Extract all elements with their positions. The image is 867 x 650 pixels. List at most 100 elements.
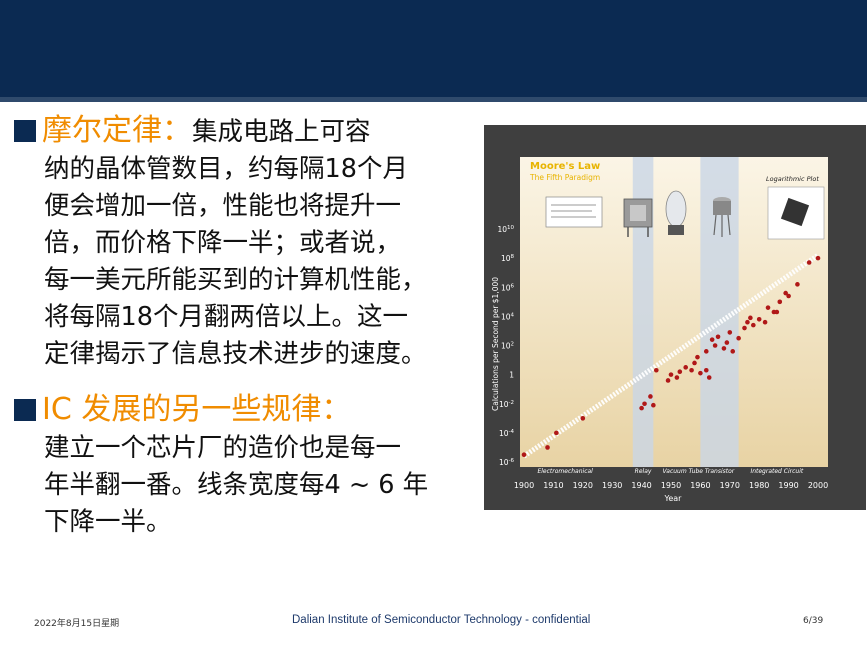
y-tick-label: 10-6 [499, 458, 515, 467]
bullet-2-title: IC 发展的另一些规律： [42, 392, 352, 427]
data-point [648, 394, 653, 399]
bullet-1: 摩尔定律：集成电路上可容 [14, 112, 469, 151]
chart-subtitle: The Fifth Paradigm [529, 173, 600, 182]
page-number: 6/39 [803, 616, 824, 626]
data-point [712, 343, 718, 348]
y-tick-label: 106 [501, 283, 515, 292]
x-tick-label: 1900 [514, 481, 534, 490]
data-point [774, 309, 780, 315]
data-point [715, 334, 721, 340]
data-point [745, 319, 750, 325]
data-point [786, 293, 791, 299]
y-tick-label: 108 [501, 254, 515, 263]
y-tick-label: 10-2 [499, 400, 514, 409]
x-tick-label: 1970 [720, 481, 740, 490]
x-axis-label: Year [664, 494, 683, 503]
vacuum-tube-icon [665, 190, 687, 235]
square-bullet-icon [14, 399, 36, 421]
data-point [706, 375, 712, 380]
data-point [695, 354, 700, 360]
data-point [683, 365, 688, 370]
paradigm-label: Relay [635, 468, 652, 475]
data-point [709, 337, 715, 342]
paradigm-label: Integrated Circuit [750, 468, 803, 475]
bullet-2: IC 发展的另一些规律： [14, 391, 469, 430]
x-tick-label: 1980 [749, 481, 769, 490]
paradigm-labels: Electromechanical Relay Vacuum Tube Transis… [537, 468, 803, 475]
data-point [703, 367, 709, 373]
log-plot-annotation: Logarithmic Plot [766, 175, 819, 183]
data-point [554, 430, 559, 436]
bullet-1-title: 摩尔定律： [42, 113, 192, 148]
data-point [795, 282, 800, 287]
data-point [751, 322, 756, 328]
footer-date: 2022年8月15日星期 [34, 619, 120, 629]
data-point [642, 401, 647, 407]
transistor-icon [713, 197, 731, 237]
data-point [654, 367, 659, 373]
data-point [777, 299, 783, 305]
data-point [762, 319, 768, 325]
data-point [580, 416, 586, 421]
x-axis-ticks: 1900 1910 1920 1930 1940 1950 1960 1970 1980 1990… [514, 481, 828, 490]
x-tick-label: 1930 [602, 481, 622, 490]
bullet-1-line-4: 每一美元所能买到的计算机性能， [44, 265, 427, 295]
x-tick-label: 1960 [690, 481, 710, 490]
integrated-circuit-icon [767, 186, 825, 240]
data-point [721, 346, 727, 351]
bullet-2-line-2: 下降一半。 [44, 507, 172, 537]
data-point [639, 405, 644, 411]
data-points [521, 255, 821, 458]
y-tick-label: 104 [501, 312, 515, 321]
x-tick-label: 1950 [661, 481, 681, 490]
data-point [727, 330, 733, 335]
bullet-1-line-5: 将每隔18个月翻两倍以上。这一 [44, 302, 408, 332]
y-tick-label: 1 [509, 371, 514, 380]
chart-title: Moore's Law [530, 161, 600, 172]
data-point [677, 369, 683, 375]
paradigm-label: Electromechanical [537, 468, 593, 475]
x-tick-label: 1910 [543, 481, 563, 490]
data-point [665, 378, 671, 383]
data-point [730, 349, 736, 354]
data-point [698, 370, 703, 376]
data-point [545, 445, 550, 450]
data-point [724, 340, 730, 345]
paradigm-label: Transistor [705, 468, 735, 475]
bullet-1-line-1: 纳的晶体管数目，约每隔18个月 [44, 154, 408, 184]
moores-law-chart: Moore's Law The Fifth Paradigm Logarithm… [484, 125, 866, 510]
x-tick-label: 1940 [631, 481, 651, 490]
chart-svg: Moore's Law The Fifth Paradigm Logarithm… [491, 157, 828, 503]
y-tick-label: 10-4 [499, 429, 515, 438]
x-tick-label: 1920 [573, 481, 593, 490]
square-bullet-icon [14, 120, 36, 142]
y-axis-ticks: 10-6 10-4 10-2 1 102 104 106 108 1010 [497, 225, 514, 467]
y-tick-label: 102 [501, 342, 514, 351]
data-point [692, 360, 697, 366]
x-tick-label: 1990 [778, 481, 798, 490]
data-point [806, 260, 812, 265]
data-point [736, 335, 741, 341]
y-tick-label: 1010 [497, 225, 514, 234]
punch-card-icon [545, 196, 603, 228]
data-point [674, 375, 680, 380]
footer-organization: Dalian Institute of Semiconductor Techno… [292, 614, 591, 626]
bullet-1-line-3: 倍，而价格下降一半；或者说， [44, 228, 402, 258]
y-axis-label: Calculations per Second per $1,000 [491, 277, 500, 411]
data-point [521, 452, 527, 458]
data-point [748, 315, 753, 321]
data-point [689, 367, 694, 373]
data-point [756, 316, 762, 322]
relay-icon [623, 198, 653, 237]
data-point [742, 325, 747, 331]
data-point [815, 255, 821, 261]
data-point [765, 305, 771, 310]
bullet-1-line-2: 便会增加一倍，性能也将提升一 [44, 191, 402, 221]
paradigm-label: Vacuum Tube [663, 468, 704, 475]
data-point [783, 290, 788, 296]
bullet-1-line-0: 集成电路上可容 [192, 117, 371, 147]
title-underline [0, 97, 867, 102]
bullet-2-line-0: 建立一个芯片厂的造价也是每一 [44, 433, 402, 463]
data-point [703, 349, 709, 354]
footer: 2022年8月15日星期 Dalian Institute of Semicon… [0, 614, 867, 634]
